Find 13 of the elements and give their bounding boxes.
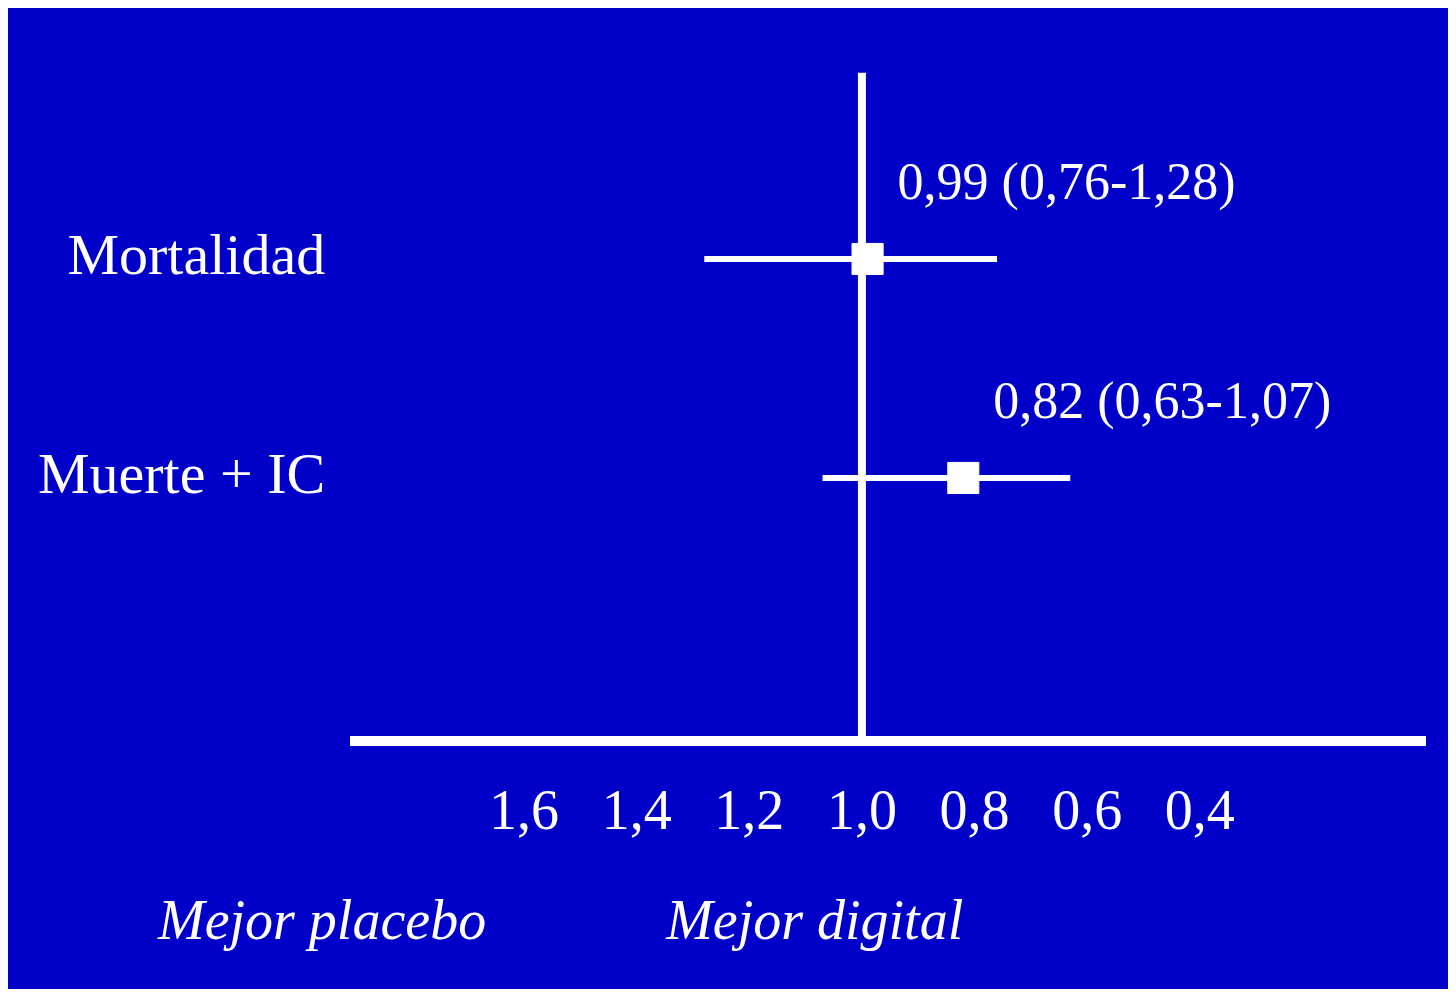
text: Mejor placebo bbox=[158, 888, 487, 952]
y-tick-label: Muerte + IC bbox=[37, 441, 326, 507]
x-tick-label: 1,2 bbox=[714, 779, 785, 842]
x-tick-label: 0,8 bbox=[939, 779, 1010, 842]
x-tick-label: 0,4 bbox=[1164, 779, 1235, 842]
x-tick-label: 0,6 bbox=[1052, 779, 1123, 842]
data-label: 0,99 (0,76-1,28) bbox=[897, 152, 1236, 211]
data-label: 0,82 (0,63-1,07) bbox=[993, 371, 1332, 430]
x-tick-label: 1,6 bbox=[489, 779, 560, 842]
text: Mejor digital bbox=[666, 888, 964, 952]
x-tick-label: 1,4 bbox=[601, 779, 672, 842]
x-tick-label: 1,0 bbox=[826, 779, 897, 842]
y-tick-label: Mortalidad bbox=[67, 222, 326, 288]
